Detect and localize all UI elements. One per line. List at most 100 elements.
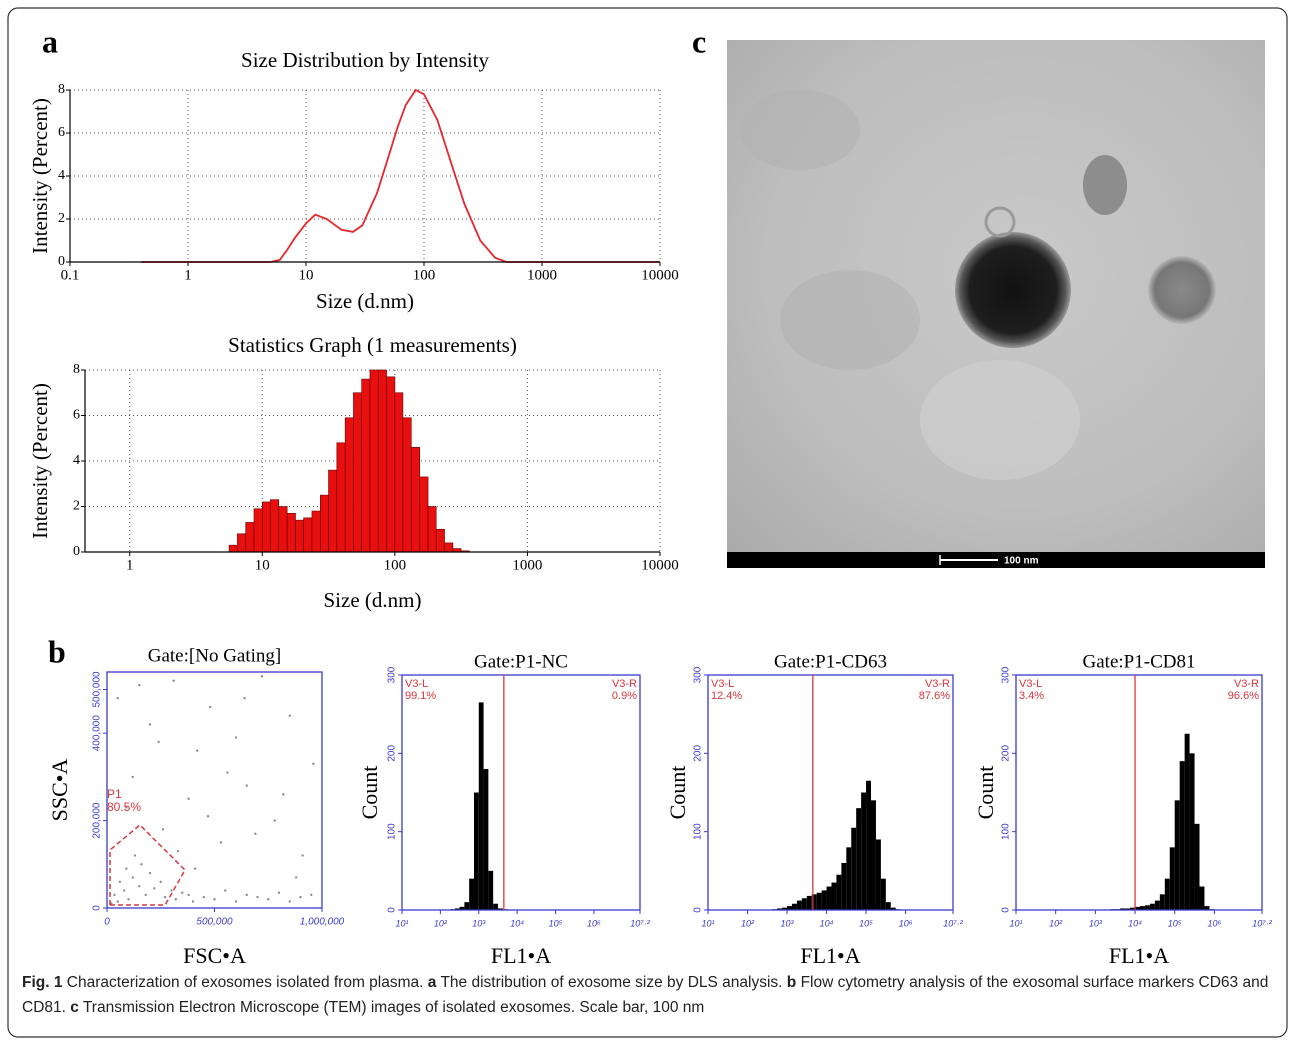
y-tick-label: 4 <box>73 453 80 468</box>
panel-label: c <box>692 23 706 59</box>
point <box>144 893 147 897</box>
tem-image: 100 nm <box>727 40 1265 568</box>
y-tick-label: 8 <box>58 82 65 97</box>
plot-frame <box>707 674 954 911</box>
gate-polygon <box>109 823 186 906</box>
x-tick-label: 100 <box>384 557 407 573</box>
caption: Fig. 1 Characterization of exosomes isol… <box>22 970 1272 1020</box>
point <box>196 749 199 752</box>
y-tick-label: 100 <box>1001 823 1012 840</box>
bar <box>1174 800 1180 910</box>
point <box>148 723 152 726</box>
x-tick-label: 10² <box>1049 918 1063 928</box>
tem-vesicle <box>1083 155 1127 215</box>
y-tick-label: 6 <box>73 408 80 423</box>
bar <box>885 902 891 910</box>
point <box>288 714 291 717</box>
bar <box>228 544 238 553</box>
point <box>243 697 246 700</box>
point <box>174 898 177 901</box>
tem-texture <box>780 270 920 370</box>
point <box>273 819 276 822</box>
x-tick-label: 10³ <box>1089 918 1103 928</box>
caption-text: The distribution of exosome size by DLS … <box>440 974 783 991</box>
y-tick-label: 0 <box>1001 907 1012 913</box>
bar <box>1189 753 1195 910</box>
bar <box>1194 823 1200 910</box>
point <box>161 828 165 831</box>
y-tick-label: 0 <box>73 544 80 559</box>
bar <box>394 392 404 553</box>
y-axis-label: Count <box>357 766 382 820</box>
point <box>301 854 304 857</box>
gate-name: V3-R <box>612 678 637 690</box>
bar <box>890 907 896 910</box>
y-tick-label: 0 <box>693 907 704 913</box>
bar <box>469 878 474 910</box>
bar <box>1199 886 1205 910</box>
bar <box>1184 733 1190 910</box>
bar <box>796 900 802 910</box>
bar <box>787 906 792 910</box>
bar <box>846 847 852 910</box>
x-tick-label: 10 <box>299 267 314 283</box>
bar <box>816 892 822 910</box>
point <box>123 889 126 892</box>
chart: Size Distribution by Intensity Size (d.nm… <box>28 48 679 313</box>
gate-percent: 12.4% <box>711 690 742 702</box>
bar <box>311 510 321 553</box>
bar <box>1154 900 1160 910</box>
point <box>219 841 223 844</box>
bar <box>831 882 837 910</box>
x-tick-label: 10⁴ <box>820 918 834 928</box>
y-axis-label: Intensity (Percent) <box>28 98 52 254</box>
x-tick-label: 10⁵ <box>549 918 563 928</box>
x-tick-label: 10⁷·² <box>1252 918 1272 928</box>
point <box>202 895 205 899</box>
point <box>131 775 134 779</box>
bar <box>806 895 812 910</box>
gate-percent: 80.5% <box>107 800 141 814</box>
point <box>312 762 315 765</box>
y-tick-label: 300 <box>693 666 704 683</box>
bar <box>353 392 362 553</box>
gate-percent: 87.6% <box>919 690 950 702</box>
y-tick-label: 200 <box>387 745 398 762</box>
bar <box>286 513 296 553</box>
x-axis-label: FL1•A <box>491 943 551 968</box>
y-axis-label: Intensity (Percent) <box>28 383 52 539</box>
point <box>163 895 167 899</box>
chart-title: Gate:P1-NC <box>474 651 568 672</box>
bar <box>473 792 479 910</box>
caption-panel-label: c <box>70 999 79 1016</box>
x-axis-label: FSC•A <box>183 943 246 968</box>
chart-title: Gate:[No Gating] <box>148 645 281 666</box>
bar <box>419 476 429 553</box>
x-axis-label: Size (d.nm) <box>316 289 414 313</box>
x-tick-label: 0.1 <box>61 267 80 283</box>
point <box>213 898 216 901</box>
bar <box>875 839 881 910</box>
point <box>157 740 160 744</box>
bar <box>278 506 288 553</box>
y-axis-label: SSC•A <box>47 759 72 822</box>
point <box>116 900 119 903</box>
y-tick-label: 6 <box>58 125 65 140</box>
y-tick-label: 2 <box>73 499 80 514</box>
gate-percent: 99.1% <box>405 690 436 702</box>
point <box>226 771 229 774</box>
chart-title: Gate:P1-CD63 <box>774 651 887 672</box>
point <box>245 893 248 897</box>
point <box>288 900 291 903</box>
gate-name: V3-L <box>405 678 428 690</box>
bar <box>826 886 832 910</box>
bar <box>344 417 354 553</box>
chart: Gate:P1-NC FL1•A Count 0 100 200 300 10¹ 10² 10³ 1… <box>357 651 651 968</box>
point <box>277 891 281 894</box>
chart-title: Size Distribution by Intensity <box>241 48 489 72</box>
y-tick-label: 0 <box>92 905 103 911</box>
x-tick-label: 10⁶ <box>899 918 913 928</box>
x-tick-label: 1 <box>184 267 192 283</box>
gate-name: V3-L <box>711 678 734 690</box>
x-tick-label: 10⁵ <box>859 918 873 928</box>
